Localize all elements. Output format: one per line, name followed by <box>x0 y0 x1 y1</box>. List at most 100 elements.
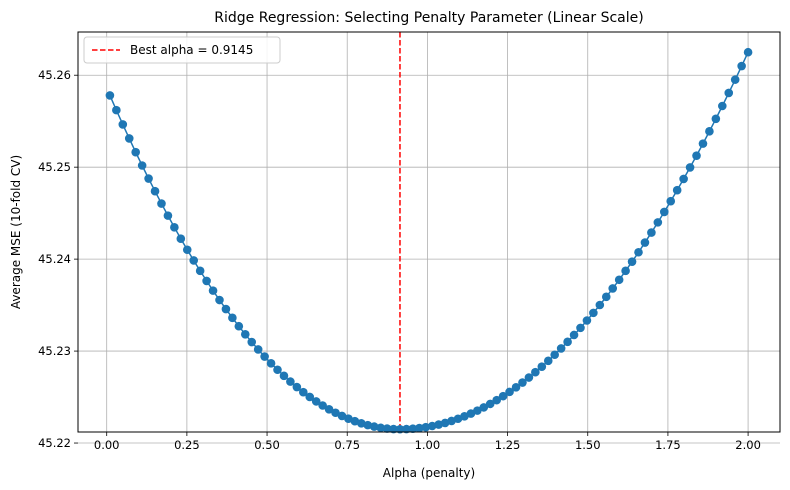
mse-data-point <box>215 295 224 305</box>
mse-data-point <box>299 387 308 397</box>
mse-data-point <box>447 416 456 426</box>
mse-data-point <box>286 377 295 386</box>
mse-data-point <box>511 383 521 392</box>
mse-data-point <box>679 174 688 184</box>
mse-data-point <box>705 127 714 136</box>
x-tick-label: 0.75 <box>334 438 360 452</box>
mse-data-point <box>524 373 534 382</box>
x-tick-label: 1.25 <box>495 438 521 452</box>
mse-data-point <box>608 284 618 293</box>
mse-data-point <box>176 234 186 243</box>
mse-data-point <box>505 387 514 397</box>
mse-data-point <box>492 395 501 405</box>
mse-data-point <box>434 420 443 429</box>
mse-data-point <box>576 323 585 333</box>
x-tick-label: 0.50 <box>254 438 280 452</box>
mse-data-point <box>273 365 282 375</box>
mse-data-point <box>182 245 192 255</box>
x-tick-label: 1.50 <box>575 438 601 452</box>
mse-data-point <box>311 397 321 406</box>
mse-data-point <box>221 304 231 314</box>
mse-data-point <box>672 185 682 195</box>
mse-data-point <box>228 313 237 323</box>
mse-data-point <box>537 362 547 371</box>
x-tick-label: 1.00 <box>415 438 441 452</box>
mse-data-point <box>157 199 166 208</box>
mse-data-point <box>144 174 153 183</box>
mse-data-point <box>718 101 727 111</box>
mse-data-point <box>427 421 437 431</box>
x-tick-label: 2.00 <box>735 438 761 452</box>
mse-data-point <box>640 238 650 247</box>
mse-data-point <box>685 163 695 172</box>
x-tick-label: 1.75 <box>655 438 681 452</box>
mse-data-point <box>195 266 205 276</box>
mse-data-point <box>124 134 134 143</box>
mse-data-point <box>698 139 708 148</box>
mse-data-point <box>743 47 753 57</box>
mse-data-point <box>150 186 160 196</box>
mse-data-point <box>415 423 424 433</box>
y-tick-label: 45.26 <box>38 68 71 82</box>
mse-data-point <box>453 414 463 424</box>
x-tick-label: 0.25 <box>174 438 200 452</box>
mse-data-point <box>292 382 302 392</box>
mse-data-point <box>569 330 579 340</box>
mse-data-point <box>357 419 366 428</box>
y-axis-title: Average MSE (10-fold CV) <box>9 155 23 309</box>
mse-data-point <box>131 147 140 157</box>
mse-data-point <box>460 412 469 421</box>
mse-data-point <box>621 266 630 276</box>
mse-data-point <box>324 405 334 414</box>
mse-data-point <box>543 356 553 366</box>
mse-data-point <box>479 403 489 412</box>
mse-data-point <box>737 61 746 71</box>
mse-data-point <box>692 151 701 160</box>
mse-data-point <box>137 161 147 170</box>
mse-data-point <box>266 359 276 368</box>
mse-data-point <box>595 300 605 310</box>
mse-data-point <box>627 257 637 266</box>
mse-data-point <box>202 276 211 286</box>
mse-data-point <box>234 321 244 331</box>
y-tick-label: 45.23 <box>38 344 71 358</box>
mse-data-point <box>170 223 179 232</box>
mse-data-point <box>376 423 385 433</box>
mse-data-point <box>240 330 250 339</box>
mse-data-point <box>473 406 482 415</box>
mse-data-point <box>318 401 327 410</box>
mse-data-point <box>189 256 199 265</box>
mse-data-point <box>408 424 418 434</box>
mse-data-point <box>389 424 398 434</box>
mse-data-point <box>659 207 669 217</box>
ticks: 0.00 0.25 0.50 0.75 1.00 1.25 1.50 1.75 2.00 45.2… <box>38 68 761 452</box>
mse-data-point <box>382 424 392 433</box>
mse-data-point <box>337 411 347 421</box>
mse-data-point <box>518 378 527 387</box>
x-tick-label: 0.00 <box>94 438 120 452</box>
y-tick-label: 45.22 <box>38 436 71 450</box>
mse-data-point <box>711 114 721 124</box>
mse-data-point <box>634 247 643 257</box>
legend: Best alpha = 0.9145 <box>83 36 281 64</box>
mse-data-point <box>653 218 663 227</box>
mse-data-point <box>531 367 540 377</box>
mse-data-point <box>724 88 734 98</box>
mse-data-point <box>498 391 508 401</box>
series-layer <box>105 47 753 434</box>
mse-data-point <box>305 392 315 402</box>
mse-data-point <box>601 292 611 302</box>
legend-label: Best alpha = 0.9145 <box>130 43 253 57</box>
mse-data-point <box>563 337 572 347</box>
mse-data-point <box>614 275 624 285</box>
mse-data-point <box>118 120 128 129</box>
mse-data-point <box>331 408 340 418</box>
mse-data-point <box>105 91 115 100</box>
legend-box <box>83 36 281 64</box>
mse-data-point <box>485 399 495 409</box>
mse-data-point <box>647 228 656 237</box>
mse-data-point <box>363 420 373 430</box>
mse-data-point <box>550 350 559 360</box>
